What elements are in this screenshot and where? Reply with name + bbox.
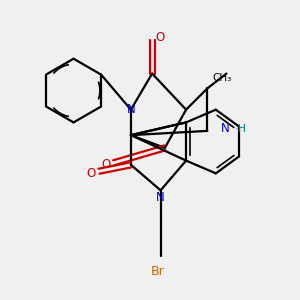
Text: N: N [221, 122, 230, 135]
Text: Br: Br [150, 265, 164, 278]
Text: O: O [102, 158, 111, 171]
Text: O: O [155, 31, 164, 44]
Text: ·H: ·H [234, 124, 246, 134]
Text: O: O [86, 167, 95, 180]
Text: N: N [156, 191, 165, 205]
Text: CH₃: CH₃ [213, 73, 232, 83]
Text: N: N [127, 103, 135, 116]
